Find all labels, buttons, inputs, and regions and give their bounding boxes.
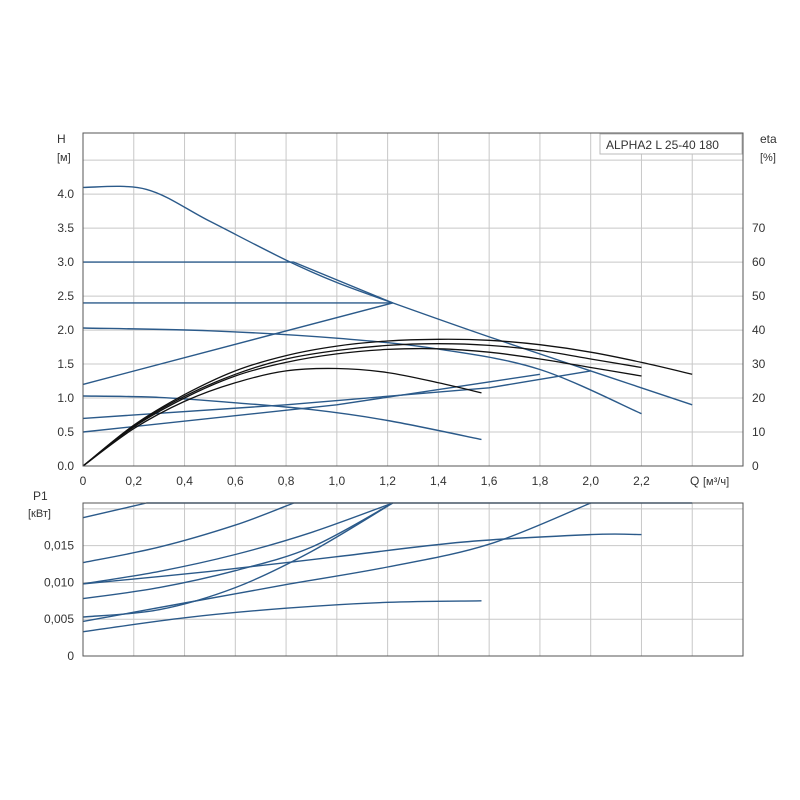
y-tick-label: 2.5 [57,289,74,303]
y2-axis-label: eta [760,132,777,146]
top-plot-series [82,185,693,467]
head-curve [82,185,693,406]
top-plot-grid [83,133,743,466]
system-curve [82,373,541,433]
x-axis-unit: [м³/ч] [703,476,729,488]
p1-axis-unit: [кВт] [28,508,51,520]
y2-tick-label: 20 [752,391,766,405]
efficiency-curve [82,367,482,467]
y-tick-label: 0.0 [57,459,74,473]
y-axis-label: H [57,132,66,146]
bottom-plot-frame [82,502,744,657]
y-tick-label: 3.5 [57,221,74,235]
power-curve [82,502,294,564]
head-curve [83,261,393,304]
y2-tick-label: 0 [752,459,759,473]
p1-tick-label: 0,010 [44,575,74,589]
bottom-plot-grid [83,503,743,656]
x-tick-label: 0,8 [278,474,295,488]
system-curve [82,370,591,420]
y-tick-label: 3.0 [57,255,74,269]
y2-tick-label: 10 [752,425,766,439]
top-plot-frame [82,132,744,467]
y-tick-label: 2.0 [57,323,74,337]
y-axis-unit: [м] [57,152,71,164]
y-tick-label: 4.0 [57,187,74,201]
x-tick-label: 2,2 [633,474,650,488]
power-curve [82,502,394,618]
y-tick-label: 1.0 [57,391,74,405]
x-tick-label: 1,2 [379,474,396,488]
y2-tick-label: 40 [752,323,766,337]
efficiency-curve [82,338,693,467]
x-tick-label: 1,8 [532,474,549,488]
x-tick-label: 0,2 [125,474,142,488]
x-axis-label: Q [690,474,699,488]
y2-tick-label: 70 [752,221,766,235]
power-curve [82,502,393,585]
title-box [599,133,743,155]
p1-tick-label: 0 [67,649,74,663]
y-tick-label: 1.5 [57,357,74,371]
efficiency-curve [82,347,642,467]
efficiency-curve [82,343,642,467]
power-curve [82,502,591,623]
x-tick-label: 0,6 [227,474,244,488]
x-tick-label: 0,4 [176,474,193,488]
y2-tick-label: 30 [752,357,766,371]
x-tick-label: 1,0 [329,474,346,488]
x-tick-label: 1,6 [481,474,498,488]
tick-labels: 0 0,2 0,4 0,6 0,8 1,0 1,2 1,4 1,6 1,8 2,0 2,2 0.0 0.5… [44,187,766,663]
power-curve [82,533,642,585]
system-curve [82,302,393,386]
y2-tick-label: 60 [752,255,766,269]
power-curve [82,600,482,633]
head-curve [82,395,482,441]
p1-tick-label: 0,015 [44,539,74,553]
power-curve [82,502,394,600]
y-tick-label: 0.5 [57,425,74,439]
x-tick-label: 0 [80,474,87,488]
y2-tick-label: 50 [752,289,766,303]
p1-tick-label: 0,005 [44,612,74,626]
p1-axis-label: P1 [33,489,48,503]
x-tick-label: 2,0 [582,474,599,488]
y2-axis-unit: [%] [760,152,776,164]
x-tick-label: 1,4 [430,474,447,488]
chart-title: ALPHA2 L 25-40 180 [606,138,719,152]
